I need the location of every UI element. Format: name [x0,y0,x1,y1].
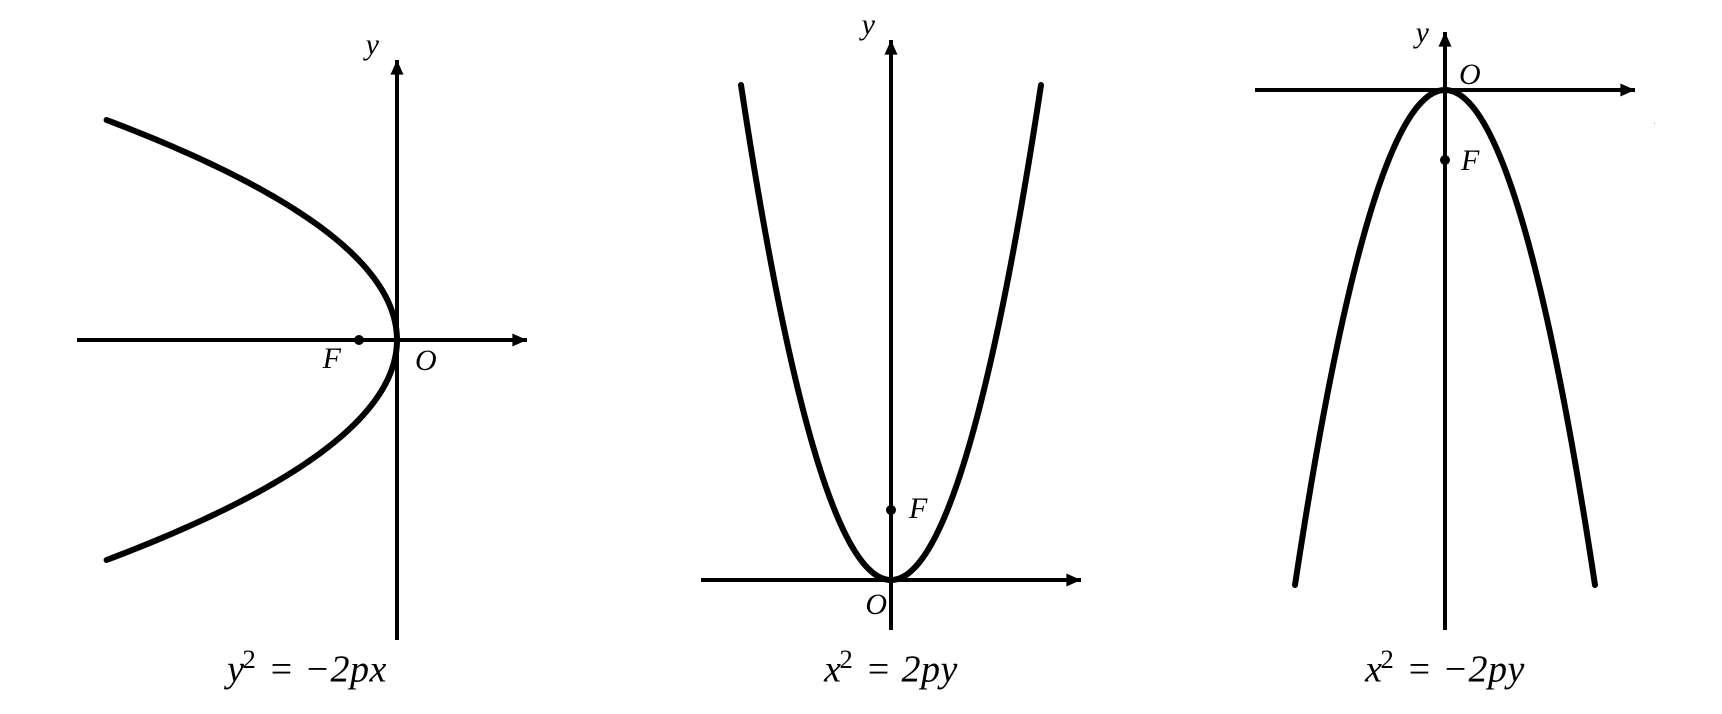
svg-text:O: O [415,344,437,377]
equation-left: y2 = −2px [227,644,387,692]
parabola-left-plot: xyOF [67,20,547,640]
svg-text:F: F [908,492,928,525]
svg-text:F: F [1460,144,1480,177]
svg-text:F: F [322,342,342,375]
svg-text:O: O [865,588,887,621]
svg-text:O: O [1459,58,1481,91]
svg-text:y: y [363,28,380,61]
panel-right: x yO F x2 = −2py [1235,20,1655,692]
svg-text:y: y [859,20,876,41]
panel-left: xyOF y2 = −2px [67,20,547,692]
equation-middle: x2 = 2py [824,644,958,692]
equation-right: x2 = −2py [1365,644,1525,692]
parabola-up-plot: xyOF [681,20,1101,640]
panel-middle: xyOF x2 = 2py [681,20,1101,692]
parabola-down-plot: x yO F [1235,20,1655,640]
figure-row: xyOF y2 = −2px xyOF x2 = 2py xyOF x2 = −… [0,0,1722,714]
svg-text:x: x [1654,98,1655,131]
svg-text:y: y [1413,20,1430,49]
